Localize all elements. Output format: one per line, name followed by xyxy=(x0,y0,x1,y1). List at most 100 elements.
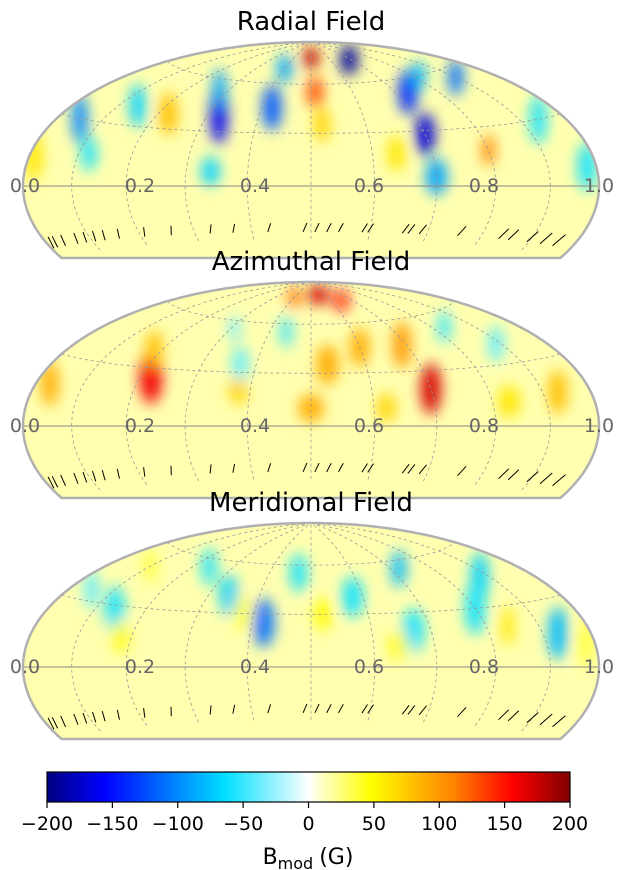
field-blob xyxy=(41,360,59,407)
observation-phase-tick xyxy=(401,704,410,715)
observation-phase-tick xyxy=(498,468,510,480)
field-blob xyxy=(24,132,43,181)
observation-phase-tick xyxy=(101,229,106,241)
observation-phase-tick xyxy=(361,704,368,714)
field-blob xyxy=(232,346,249,381)
observation-phase-tick xyxy=(82,712,88,724)
azimuthal-field-map xyxy=(21,280,601,500)
observation-phase-tick xyxy=(367,463,374,473)
field-map-fill xyxy=(23,42,599,258)
observation-phase-tick xyxy=(507,710,520,722)
observation-phase-tick xyxy=(539,713,553,726)
observation-phase-tick xyxy=(60,715,66,728)
field-blob xyxy=(213,68,227,107)
field-blob xyxy=(306,285,330,305)
map-outline xyxy=(21,521,601,741)
graticule-parallel xyxy=(166,60,456,85)
graticule-parallel xyxy=(166,541,456,566)
observation-phase-tick xyxy=(314,222,320,233)
colorbar-ticks: −200 −150 −100 −50 0 50 100 150 200 xyxy=(21,802,588,835)
colorbar-gradient xyxy=(46,771,571,803)
observation-phase-tick xyxy=(302,222,308,233)
colorbar-tick-label: 50 xyxy=(362,813,386,835)
observation-phase-tick xyxy=(498,228,510,240)
colorbar-label: Bmod (G) xyxy=(263,845,354,870)
field-blob xyxy=(548,606,568,660)
field-map-fill xyxy=(23,523,599,739)
observation-phase-tick xyxy=(232,704,236,714)
field-blob xyxy=(412,60,426,90)
observation-phase-tick xyxy=(60,474,66,487)
observation-phase-tick xyxy=(539,472,553,485)
observation-phase-tick xyxy=(209,224,212,234)
field-blob xyxy=(159,92,178,135)
observation-phase-tick xyxy=(47,717,55,730)
field-blob xyxy=(498,385,520,418)
graticule-meridian xyxy=(71,282,312,491)
graticule-meridian xyxy=(310,523,551,732)
field-blob xyxy=(253,598,275,647)
observation-phase-tick xyxy=(232,463,236,473)
azimuthal-phase-axis: 0.0 0.2 0.4 0.6 0.8 1.0 xyxy=(10,415,614,437)
colorbar: −200 −150 −100 −50 0 50 100 150 200 Bmod (G) xyxy=(21,771,588,870)
observation-phase-tick xyxy=(418,224,427,235)
field-blob xyxy=(84,569,99,609)
observation-phase-tick xyxy=(407,705,416,715)
field-blob xyxy=(112,620,129,653)
observation-phase-tick xyxy=(361,463,368,473)
observation-phase-tick xyxy=(82,471,88,483)
panel-title: Radial Field xyxy=(237,7,386,37)
colorbar-tick-label: −100 xyxy=(152,813,204,835)
colorbar-tick-label: 200 xyxy=(552,813,588,835)
observation-phase-tick xyxy=(457,225,467,237)
phase-tick-label: 0.2 xyxy=(125,656,155,678)
field-blob xyxy=(290,554,307,592)
observation-phase-tick xyxy=(314,703,320,714)
colorbar-tick-label: −50 xyxy=(223,813,263,835)
phase-tick-label: 0.2 xyxy=(125,415,155,437)
observation-phase-tick xyxy=(498,709,510,721)
observation-phase-tick xyxy=(407,224,416,234)
phase-tick-label: 0.4 xyxy=(240,415,270,437)
field-blob xyxy=(129,83,146,128)
field-blob xyxy=(306,76,324,108)
colorbar-label-sub: mod xyxy=(278,854,314,870)
observation-phase-tick xyxy=(507,229,520,241)
observation-phase-tick xyxy=(526,231,539,243)
observation-phase-tick xyxy=(143,467,146,477)
observation-phase-tick xyxy=(209,705,212,715)
colorbar-tick-label: −200 xyxy=(21,813,73,835)
observation-phase-tick xyxy=(116,468,120,479)
field-blob xyxy=(488,325,504,362)
observation-phase-tick xyxy=(143,227,146,237)
observation-phase-tick xyxy=(457,465,467,477)
graticule-meridian xyxy=(310,282,438,482)
field-blob xyxy=(262,84,282,131)
field-blob xyxy=(280,316,293,348)
graticule-meridian xyxy=(71,42,312,251)
observation-phase-tick xyxy=(326,222,332,233)
observation-phase-tick xyxy=(401,463,410,474)
phase-tick-label: 0.0 xyxy=(10,175,40,197)
field-blob xyxy=(391,550,407,588)
observation-phase-tick xyxy=(60,234,66,247)
graticule-meridian xyxy=(310,42,438,242)
radial-phase-axis: 0.0 0.2 0.4 0.6 0.8 1.0 xyxy=(10,175,614,197)
phase-tick-label: 1.0 xyxy=(584,415,614,437)
phase-tick-label: 0.2 xyxy=(125,175,155,197)
phase-tick-label: 0.6 xyxy=(354,656,384,678)
field-blob xyxy=(229,375,248,405)
field-blob xyxy=(298,394,324,423)
observation-phase-tick xyxy=(401,223,410,234)
field-blob xyxy=(81,137,97,171)
field-blob xyxy=(392,321,411,369)
observation-phase-tick xyxy=(552,234,566,247)
observation-phase-tick xyxy=(92,230,97,242)
phase-tick-label: 0.6 xyxy=(354,415,384,437)
observation-phase-tick xyxy=(92,470,97,482)
map-outline xyxy=(21,280,601,500)
observation-phase-tick xyxy=(338,703,344,714)
observation-phase-tick xyxy=(116,228,120,239)
observation-phase-tick xyxy=(82,231,88,243)
